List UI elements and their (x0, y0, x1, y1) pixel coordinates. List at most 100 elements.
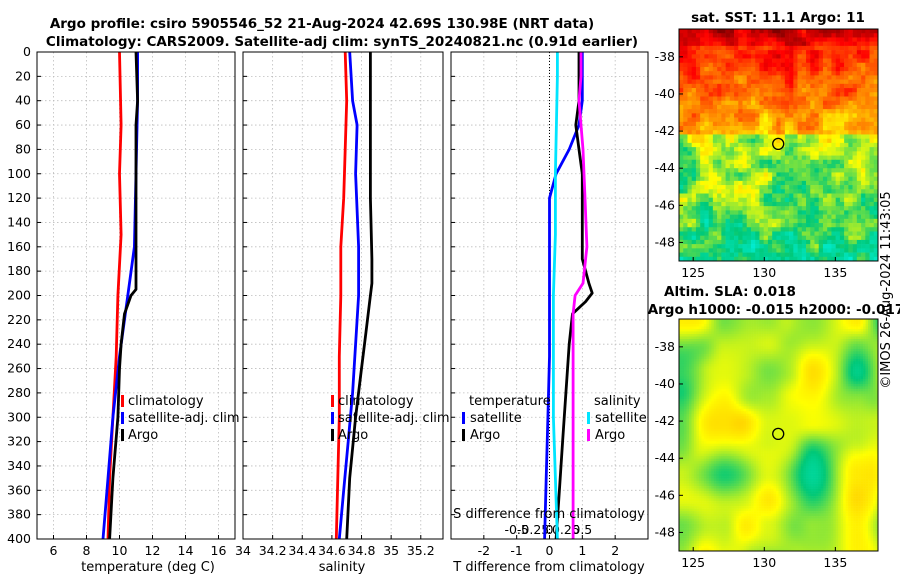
map-cell (691, 45, 697, 51)
map-cell (763, 96, 769, 102)
map-cell (726, 336, 730, 340)
map-cell (721, 33, 726, 38)
map-cell (818, 138, 824, 144)
map-cell (843, 368, 846, 372)
map-cell (733, 373, 737, 377)
map-cell (712, 244, 718, 249)
map-cell (708, 371, 712, 375)
map-cell (814, 66, 820, 72)
legend-swatch-satellite (331, 412, 334, 424)
map-cell (683, 248, 688, 253)
map-cell (729, 159, 735, 165)
map-cell (861, 176, 866, 182)
map-cell (733, 338, 737, 342)
map-cell (843, 363, 846, 367)
map-cell (759, 92, 764, 97)
map-cell (785, 363, 789, 367)
map-cell (810, 353, 814, 357)
map-cell (835, 41, 841, 47)
map-cell (790, 363, 794, 367)
map-cell (696, 341, 700, 345)
map-cell (795, 323, 799, 327)
map-cell (759, 197, 764, 203)
map-cell (833, 338, 837, 342)
map-cell (789, 147, 794, 152)
map-cell (755, 88, 760, 93)
map-cell (783, 353, 787, 357)
map-cell (771, 343, 774, 347)
map-cell (818, 104, 824, 110)
map-cell (822, 138, 828, 144)
map-cell (853, 381, 856, 385)
map-cell (839, 117, 845, 123)
map-cell (696, 373, 700, 377)
map-cell (746, 37, 752, 42)
map-cell (805, 363, 809, 367)
map-cell (830, 323, 834, 327)
argo-position-marker (772, 137, 785, 151)
map-cell (785, 336, 789, 340)
map-cell (801, 121, 807, 127)
map-cell (703, 319, 707, 322)
map-cell (861, 117, 866, 123)
map-cell (806, 235, 811, 241)
map-cell (873, 37, 879, 42)
map-cell (701, 361, 705, 365)
map-cell (698, 378, 702, 382)
map-cell (789, 231, 794, 236)
map-cell (686, 343, 690, 347)
map-cell (700, 71, 705, 76)
map-cell (721, 66, 726, 72)
map-cell (687, 45, 692, 51)
map-cell (768, 368, 772, 372)
map-cell (855, 358, 859, 362)
map-cell (852, 256, 858, 262)
map-cell (706, 381, 710, 385)
map-cell (753, 361, 757, 365)
map-cell (806, 33, 811, 38)
map-cell (717, 66, 722, 72)
map-cell (823, 331, 827, 335)
map-cell (814, 214, 820, 220)
map-cell (868, 353, 871, 357)
map-cell (814, 147, 820, 152)
map-cell (717, 58, 722, 64)
map-cell (827, 201, 832, 207)
map-cell (773, 368, 777, 372)
map-cell (728, 368, 732, 372)
map-cell (780, 351, 784, 355)
map-cell (683, 378, 687, 382)
map-cell (793, 88, 798, 93)
map-cell (793, 343, 797, 347)
map-cell (827, 92, 832, 97)
map-cell (776, 50, 781, 55)
map-cell (773, 348, 777, 352)
map-cell (726, 381, 730, 385)
map-cell (725, 45, 731, 51)
map-cell (738, 62, 743, 68)
map-cell (784, 239, 790, 245)
map-cell (818, 256, 824, 262)
map-cell (828, 341, 832, 345)
map-cell (793, 37, 798, 42)
map-cell (793, 348, 797, 352)
map-cell (755, 138, 760, 144)
map-cell (785, 373, 789, 377)
map-cell (793, 113, 798, 118)
map-cell (828, 338, 832, 342)
map-cell (788, 326, 792, 330)
map-cell (813, 361, 817, 365)
map-cell (808, 351, 812, 355)
map-cell (873, 227, 879, 232)
map-cell (750, 227, 756, 232)
map-cell (865, 252, 870, 258)
map-cell (700, 155, 705, 161)
map-cell (691, 338, 695, 342)
map-cell (838, 319, 841, 322)
map-cell (801, 88, 807, 93)
map-cell (831, 239, 836, 245)
map-cell (858, 356, 861, 360)
map-cell (831, 88, 836, 93)
map-cell (827, 168, 832, 173)
map-cell (831, 66, 836, 72)
